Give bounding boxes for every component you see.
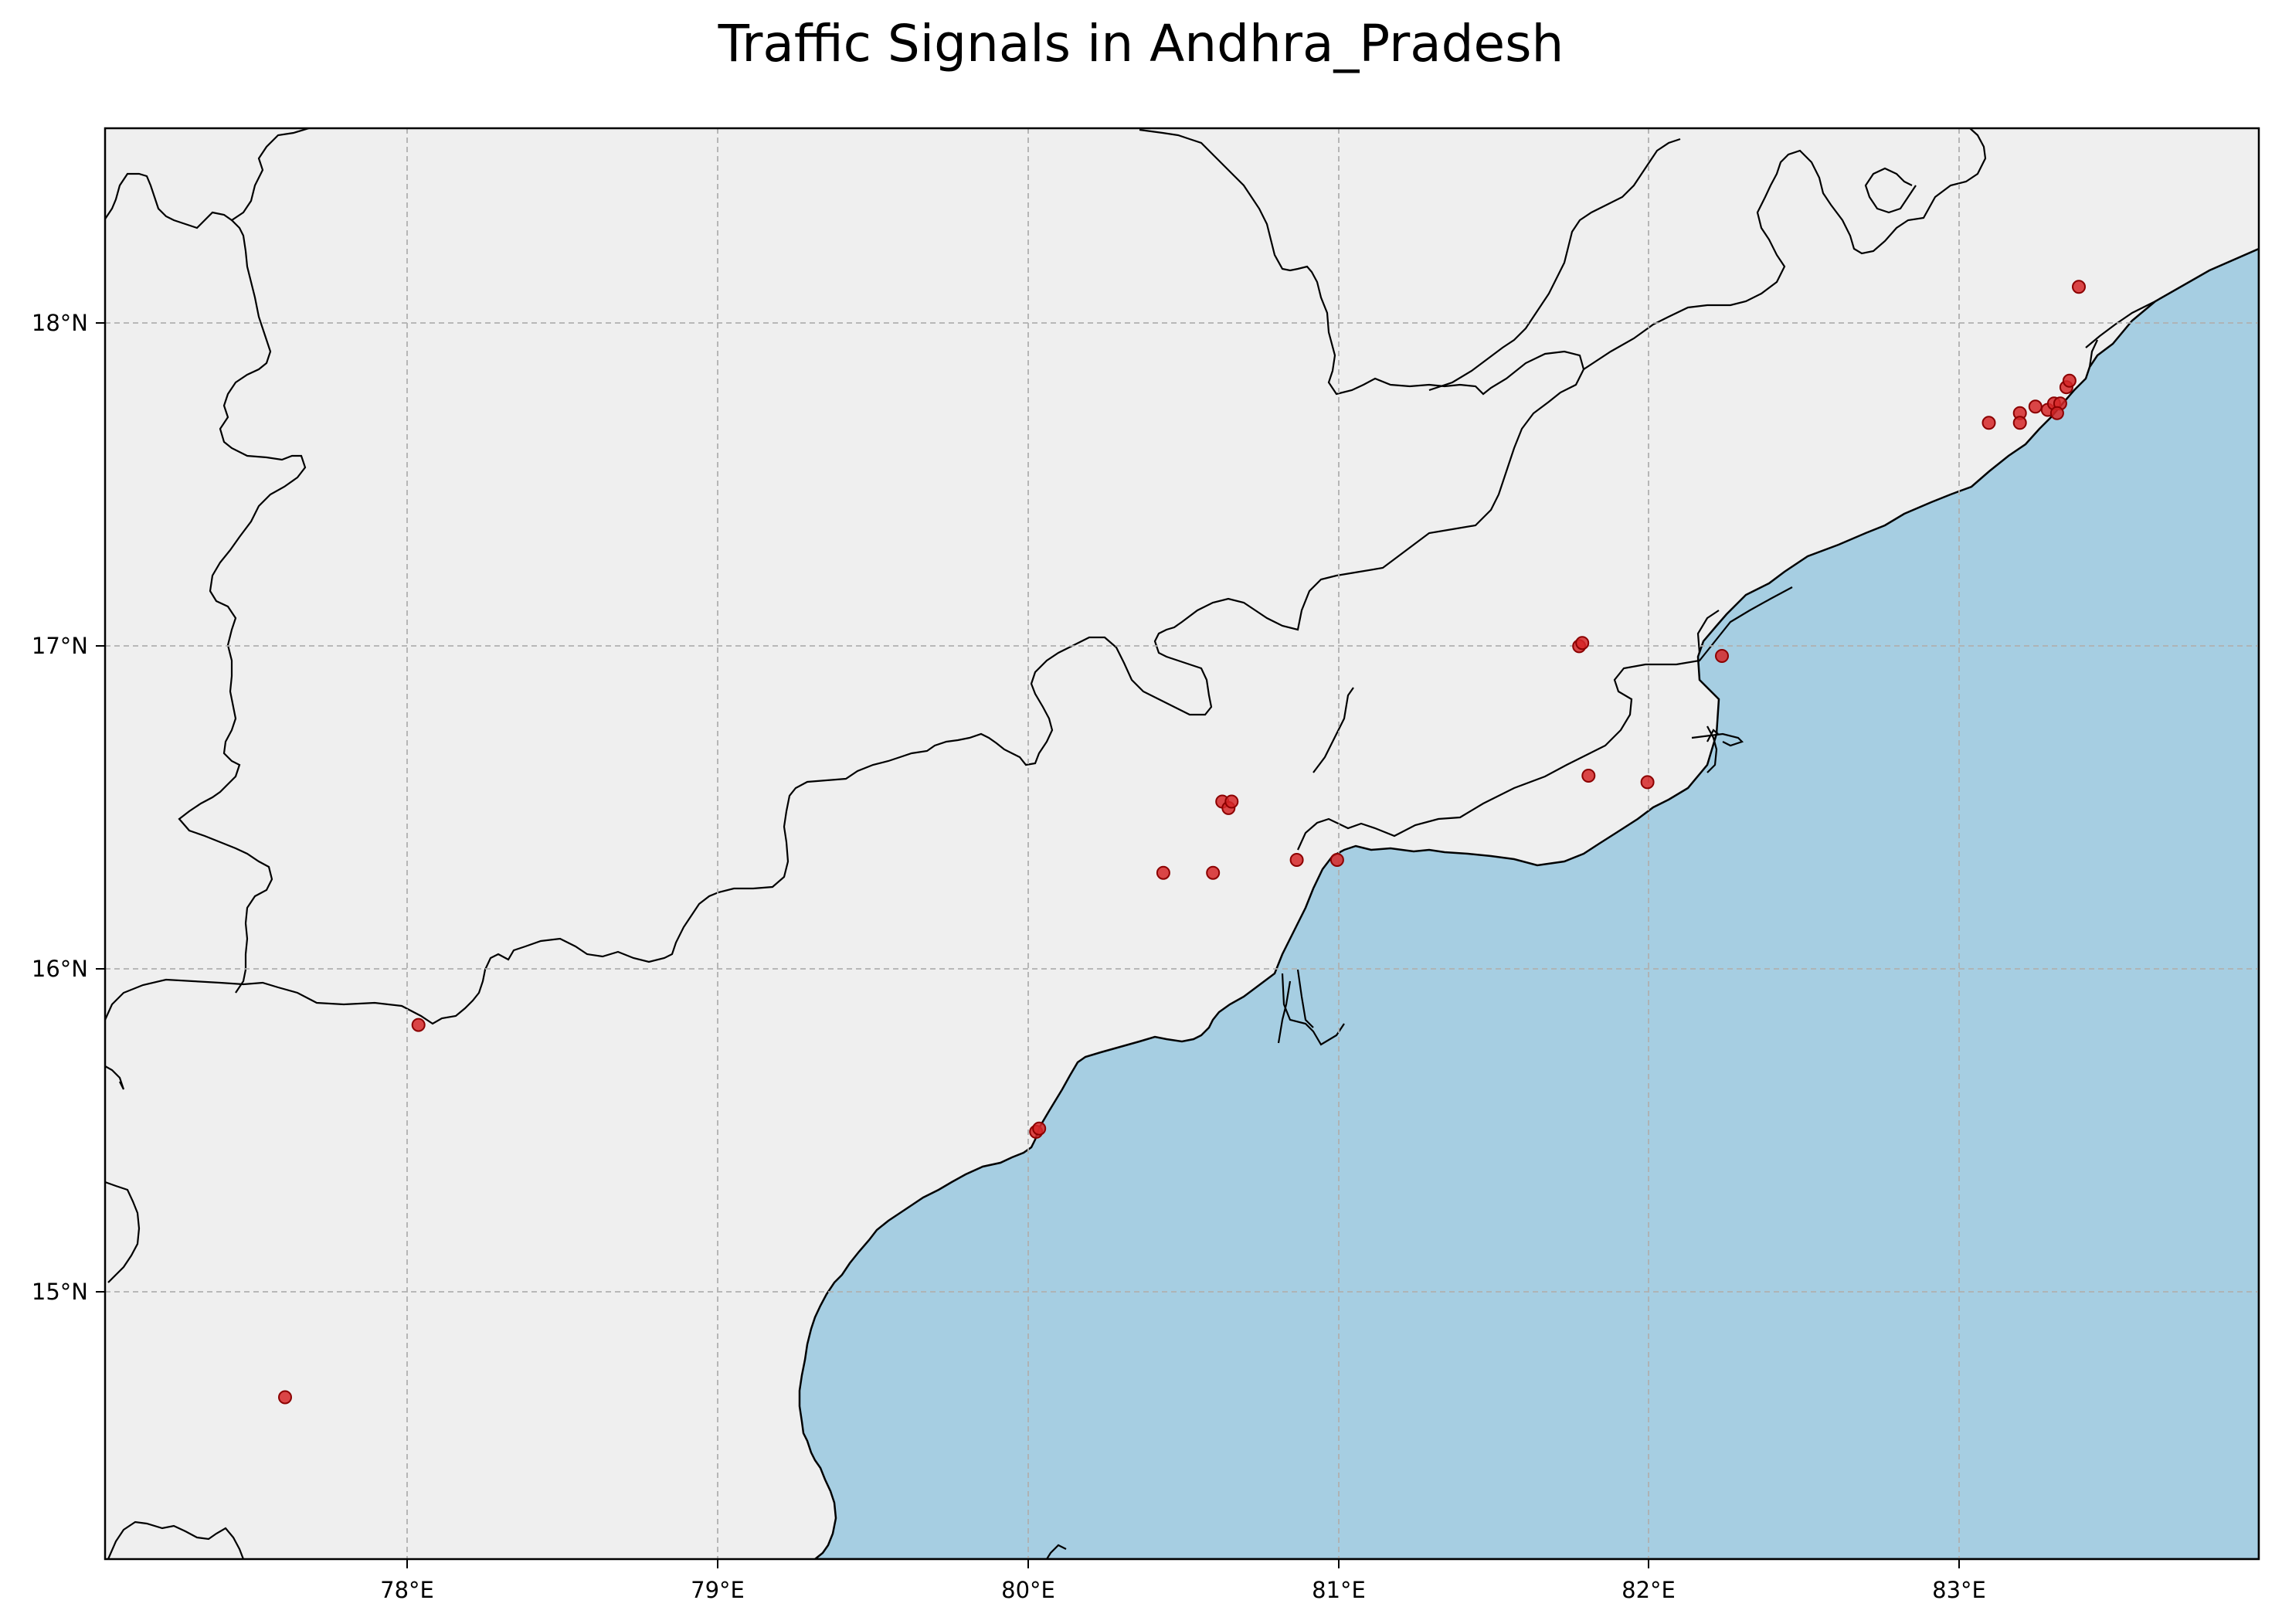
map-grid: [105, 128, 2259, 1559]
traffic-signal-point-24: [2049, 406, 2064, 420]
ocean-area: [798, 247, 2259, 1559]
traffic-signal-point-19: [2012, 416, 2027, 430]
x-tick-label-80: 80°E: [1001, 1577, 1055, 1603]
traffic-signal-point-14: [1581, 769, 1596, 783]
x-tick-label-81: 81°E: [1312, 1577, 1366, 1603]
traffic-signal-point-6: [1206, 865, 1221, 880]
traffic-signal-point-4: [1032, 1121, 1047, 1136]
traffic-signal-point-13: [1575, 636, 1590, 651]
state-boundaries: [105, 128, 2156, 1559]
y-axis-ticks: 15°N 16°N 17°N 18°N: [32, 310, 105, 1305]
traffic-signal-points: [278, 280, 2086, 1405]
y-tick-label-16: 16°N: [32, 956, 88, 982]
y-tick-label-17: 17°N: [32, 633, 88, 659]
x-tick-label-79: 79°E: [691, 1577, 745, 1603]
y-tick-label-18: 18°N: [32, 310, 88, 336]
traffic-signal-point-10: [1289, 853, 1304, 867]
traffic-signal-point-9: [1224, 794, 1239, 809]
traffic-signal-point-11: [1329, 853, 1344, 867]
map-title: Traffic Signals in Andhra_Pradesh: [718, 14, 1564, 73]
traffic-signal-point-16: [1715, 649, 1729, 663]
traffic-signal-point-5: [1156, 865, 1170, 880]
traffic-signal-point-26: [2062, 373, 2077, 388]
y-tick-label-15: 15°N: [32, 1279, 88, 1305]
map-frame: [104, 127, 2260, 1561]
x-tick-label-78: 78°E: [380, 1577, 434, 1603]
traffic-signal-point-17: [1981, 416, 1996, 430]
x-tick-label-83: 83°E: [1932, 1577, 1986, 1603]
x-axis-ticks: 78°E 79°E 80°E 81°E 82°E 83°E: [380, 1559, 1986, 1603]
traffic-signal-point-27: [2072, 280, 2086, 294]
traffic-signal-point-20: [2028, 399, 2043, 414]
traffic-signal-point-15: [1640, 775, 1655, 790]
traffic-signal-point-2: [411, 1018, 426, 1032]
x-tick-label-82: 82°E: [1622, 1577, 1676, 1603]
traffic-signal-point-1: [278, 1390, 292, 1405]
